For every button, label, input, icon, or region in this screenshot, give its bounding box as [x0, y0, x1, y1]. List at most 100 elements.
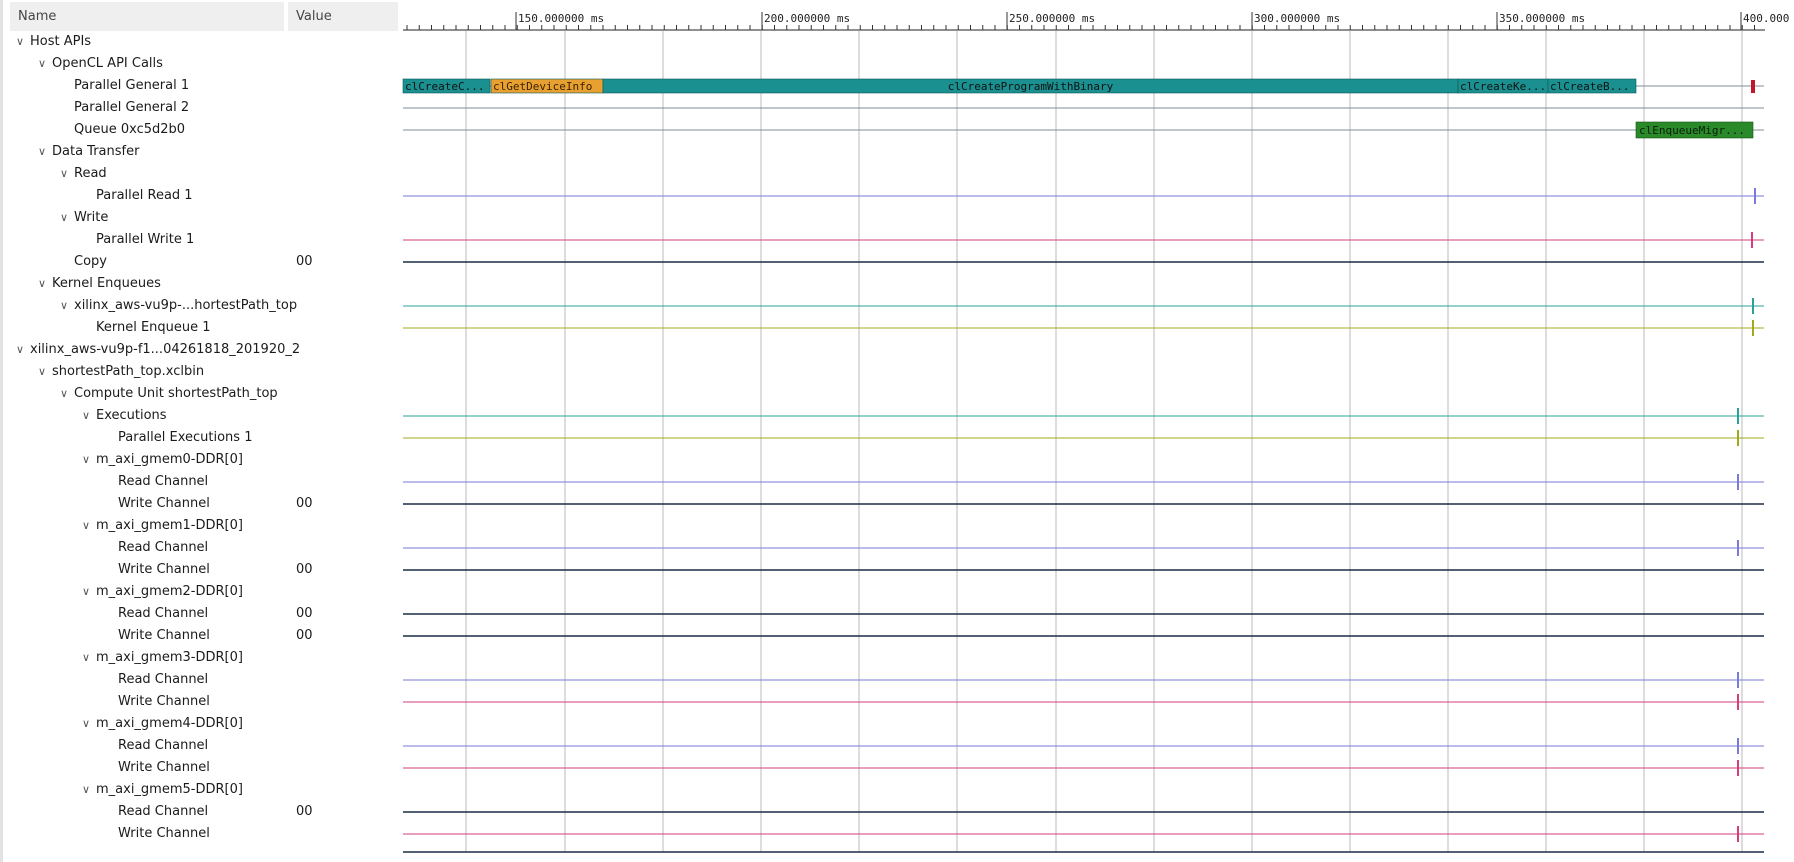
api-call-label: clGetDeviceInfo: [493, 80, 592, 93]
name-column-header[interactable]: Name: [10, 2, 284, 31]
tree-row-kernel-enqueue-1[interactable]: Kernel Enqueue 1: [0, 317, 400, 339]
tree-row-read-channel[interactable]: Read Channel: [0, 471, 400, 493]
tree-row-label: xilinx_aws-vu9p-f1...04261818_201920_2: [30, 342, 301, 357]
chevron-down-icon[interactable]: ∨: [37, 277, 47, 290]
tree-row-label: shortestPath_top.xclbin: [52, 364, 205, 379]
tree-row-m-axi-gmem3-ddr-0[interactable]: ∨ m_axi_gmem3-DDR[0]: [0, 647, 400, 669]
tree-row-compute-unit-shortestpath-top[interactable]: ∨ Compute Unit shortestPath_top: [0, 383, 400, 405]
tree-row-read-channel[interactable]: Read Channel 00: [0, 603, 400, 625]
tree-row-m-axi-gmem1-ddr-0[interactable]: ∨ m_axi_gmem1-DDR[0]: [0, 515, 400, 537]
tree-row-label: Read Channel: [118, 474, 209, 489]
tree-row-label: Write Channel: [118, 760, 210, 775]
tree-row-m-axi-gmem2-ddr-0[interactable]: ∨ m_axi_gmem2-DDR[0]: [0, 581, 400, 603]
api-call-label: clCreateProgramWithBinary: [948, 80, 1114, 93]
tree-row-write-channel[interactable]: Write Channel: [0, 823, 400, 845]
waveform-timeline[interactable]: 150.000000 ms 200.000000 ms 250.000000 ms 3…: [400, 0, 1794, 862]
tree-row-label: Write Channel: [118, 628, 210, 643]
tick-label: 300.000000 ms: [1254, 12, 1340, 25]
tree-row-read-channel[interactable]: Read Channel: [0, 735, 400, 757]
tree-row-read-channel[interactable]: Read Channel: [0, 537, 400, 559]
chevron-down-icon[interactable]: ∨: [81, 585, 91, 598]
queue-call-bar: [1635, 121, 1754, 139]
tree-row-parallel-executions-1[interactable]: Parallel Executions 1: [0, 427, 400, 449]
chevron-down-icon[interactable]: ∨: [59, 387, 69, 400]
tree-row-label: Write Channel: [118, 562, 210, 577]
tree-row-label: Read: [74, 166, 107, 181]
chevron-down-icon[interactable]: ∨: [81, 409, 91, 422]
tree-row-label: Write: [74, 210, 109, 225]
left-panel-edge: [0, 0, 3, 862]
tree-row-write-channel[interactable]: Write Channel: [0, 691, 400, 713]
tree-row-m-axi-gmem4-ddr-0[interactable]: ∨ m_axi_gmem4-DDR[0]: [0, 713, 400, 735]
api-call-label: clCreateC...: [405, 80, 484, 93]
tree-row-label: Write Channel: [118, 826, 210, 841]
tree-row-opencl-api-calls[interactable]: ∨ OpenCL API Calls: [0, 53, 400, 75]
tree-row-label: Parallel Write 1: [96, 232, 195, 247]
tree-row-parallel-general-1[interactable]: Parallel General 1: [0, 75, 400, 97]
tree-row-copy[interactable]: Copy 00: [0, 251, 400, 273]
chevron-down-icon[interactable]: ∨: [37, 57, 47, 70]
tree-row-read-channel[interactable]: Read Channel: [0, 669, 400, 691]
api-call-bar: [402, 78, 491, 94]
tree-row-m-axi-gmem5-ddr-0[interactable]: ∨ m_axi_gmem5-DDR[0]: [0, 779, 400, 801]
tree-row-write-channel[interactable]: Write Channel 00: [0, 559, 400, 581]
chevron-down-icon[interactable]: ∨: [81, 783, 91, 796]
tree-row-label: m_axi_gmem3-DDR[0]: [96, 650, 243, 665]
tree-row-label: Data Transfer: [52, 144, 140, 159]
tree-row-read-channel[interactable]: Read Channel 00: [0, 801, 400, 823]
tree-row-label: Write Channel: [118, 496, 210, 511]
tree-row-parallel-write-1[interactable]: Parallel Write 1: [0, 229, 400, 251]
tree-row-xilinx-aws-vu9p-hortestpath-top[interactable]: ∨ xilinx_aws-vu9p-...hortestPath_top: [0, 295, 400, 317]
tree-row-m-axi-gmem0-ddr-0[interactable]: ∨ m_axi_gmem0-DDR[0]: [0, 449, 400, 471]
chevron-down-icon[interactable]: ∨: [59, 211, 69, 224]
chevron-down-icon[interactable]: ∨: [59, 299, 69, 312]
tree-row-label: Parallel Read 1: [96, 188, 193, 203]
tree-row-parallel-general-2[interactable]: Parallel General 2: [0, 97, 400, 119]
api-call-marker: [1751, 80, 1755, 93]
tree-row-label: Parallel General 2: [74, 100, 190, 115]
tree-row-write[interactable]: ∨ Write: [0, 207, 400, 229]
tree-row-value: 00: [296, 562, 313, 577]
tree-row-executions[interactable]: ∨ Executions: [0, 405, 400, 427]
tree-row-write-channel[interactable]: Write Channel: [0, 757, 400, 779]
tree-row-label: m_axi_gmem0-DDR[0]: [96, 452, 243, 467]
tick-label: 350.000000 ms: [1499, 12, 1585, 25]
tree-row-label: Read Channel: [118, 672, 209, 687]
chevron-down-icon[interactable]: ∨: [81, 519, 91, 532]
chevron-down-icon[interactable]: ∨: [37, 365, 47, 378]
chevron-down-icon[interactable]: ∨: [81, 453, 91, 466]
tree-row-label: Kernel Enqueue 1: [96, 320, 211, 335]
tree-row-host-apis[interactable]: ∨ Host APIs: [0, 31, 400, 53]
tree-row-label: Read Channel: [118, 540, 209, 555]
tree-row-label: Host APIs: [30, 34, 92, 49]
queue-call-label: clEnqueueMigr...: [1639, 124, 1745, 137]
tree-row-queue-0xc5d2b0[interactable]: Queue 0xc5d2b0: [0, 119, 400, 141]
chevron-down-icon[interactable]: ∨: [15, 35, 25, 48]
chevron-down-icon[interactable]: ∨: [37, 145, 47, 158]
tree-row-parallel-read-1[interactable]: Parallel Read 1: [0, 185, 400, 207]
api-call-label: clCreateKe...: [1460, 80, 1546, 93]
chevron-down-icon[interactable]: ∨: [15, 343, 25, 356]
tree-row-write-channel[interactable]: Write Channel 00: [0, 493, 400, 515]
tree-row-kernel-enqueues[interactable]: ∨ Kernel Enqueues: [0, 273, 400, 295]
api-call-bar: [1547, 78, 1637, 94]
tree-row-shortestpath-top-xclbin[interactable]: ∨ shortestPath_top.xclbin: [0, 361, 400, 383]
tick-label: 250.000000 ms: [1009, 12, 1095, 25]
tree-row-label: m_axi_gmem4-DDR[0]: [96, 716, 243, 731]
tree-row-label: Executions: [96, 408, 167, 423]
tree-row-label: Write Channel: [118, 694, 210, 709]
tree-row-data-transfer[interactable]: ∨ Data Transfer: [0, 141, 400, 163]
tree-row-value: 00: [296, 496, 313, 511]
chevron-down-icon[interactable]: ∨: [59, 167, 69, 180]
tree-row-label: Read Channel: [118, 606, 209, 621]
tree-row-label: Parallel General 1: [74, 78, 190, 93]
value-column-header[interactable]: Value: [288, 2, 398, 31]
tick-label: 150.000000 ms: [518, 12, 604, 25]
tree-row-label: m_axi_gmem2-DDR[0]: [96, 584, 243, 599]
tree-row-label: xilinx_aws-vu9p-...hortestPath_top: [74, 298, 298, 313]
chevron-down-icon[interactable]: ∨: [81, 717, 91, 730]
tree-row-xilinx-aws-vu9p-f1-04261818-201920-2[interactable]: ∨ xilinx_aws-vu9p-f1...04261818_201920_2: [0, 339, 400, 361]
chevron-down-icon[interactable]: ∨: [81, 651, 91, 664]
tree-row-read[interactable]: ∨ Read: [0, 163, 400, 185]
tree-row-write-channel[interactable]: Write Channel 00: [0, 625, 400, 647]
